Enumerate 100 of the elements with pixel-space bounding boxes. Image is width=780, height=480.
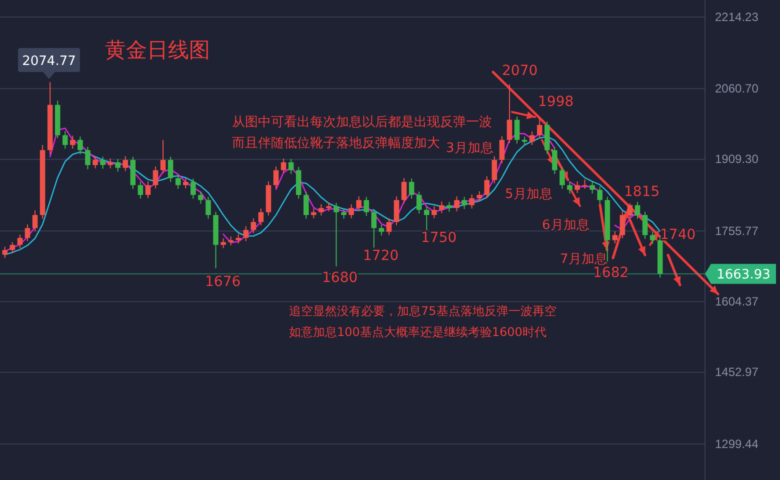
- candlestick: [288, 158, 294, 174]
- annotation: 1682: [593, 265, 629, 281]
- candlestick: [506, 84, 512, 144]
- candlestick: [650, 231, 656, 244]
- annotation: 1750: [421, 230, 457, 246]
- candlestick: [10, 242, 16, 254]
- annotation: 1720: [363, 248, 399, 264]
- candlestick: [243, 226, 249, 242]
- candlestick: [122, 156, 128, 172]
- annotation: 而且伴随低位靴子落地反弹幅度加大: [232, 135, 440, 151]
- candlestick: [416, 191, 422, 214]
- candlestick: [536, 117, 542, 139]
- candlestick: [334, 202, 339, 267]
- candlestick: [484, 176, 490, 199]
- y-tick-label: 2060.70: [715, 82, 759, 96]
- candlestick: [469, 194, 474, 209]
- candlestick: [620, 210, 626, 239]
- candlestick: [190, 178, 196, 200]
- candlestick: [183, 178, 188, 189]
- candlestick: [85, 146, 90, 170]
- candlestick: [108, 158, 113, 169]
- candlestick: [2, 246, 8, 258]
- y-tick-label: 1299.44: [715, 436, 759, 451]
- candlestick: [152, 166, 158, 189]
- candlestick: [70, 135, 76, 150]
- candlestick: [17, 234, 23, 249]
- candlestick: [567, 181, 572, 194]
- candlestick: [378, 224, 384, 236]
- candlestick: [273, 166, 279, 189]
- candlestick: [492, 156, 498, 184]
- candlestick: [574, 180, 580, 194]
- ref-line-label: 1663.93: [716, 267, 770, 282]
- candlestick: [499, 136, 505, 164]
- annotation: 1740: [660, 227, 696, 243]
- annotation: 2074.77: [22, 54, 76, 69]
- candlestick: [364, 196, 370, 216]
- annotation: 6月加息: [542, 218, 590, 233]
- candlestick: [318, 204, 324, 216]
- candlestick: [432, 206, 437, 219]
- annotation: 1676: [205, 274, 241, 290]
- annotation: 1998: [538, 94, 574, 110]
- candlestick: [356, 196, 362, 212]
- candlestick: [115, 158, 120, 172]
- candlestick: [552, 146, 558, 174]
- candlestick: [514, 116, 520, 144]
- candlestick: [250, 218, 256, 234]
- candlestick: [280, 158, 286, 174]
- candlestick: [462, 196, 467, 210]
- text: 黄金日线图: [105, 38, 210, 62]
- candlestick: [175, 174, 181, 190]
- candlestick: [311, 208, 316, 219]
- candlestick: [138, 181, 144, 200]
- candlestick: [206, 196, 211, 220]
- candlestick: [627, 202, 633, 219]
- candlestick: [582, 179, 588, 190]
- candlestick: [236, 234, 241, 244]
- candlestick: [454, 196, 460, 212]
- y-tick-label: 1755.77: [715, 224, 759, 238]
- y-tick-label: 1909.30: [715, 152, 759, 166]
- candlestick: [597, 186, 602, 204]
- y-tick-label: 1604.37: [715, 294, 759, 308]
- candlestick: [78, 136, 83, 155]
- annotation: 5月加息: [505, 187, 552, 202]
- candlestick: [634, 201, 640, 220]
- candlestick: [348, 204, 354, 219]
- candlestick: [32, 210, 38, 232]
- candlestick: [386, 218, 392, 236]
- y-tick-label: 1452.97: [715, 365, 759, 380]
- annotation: 从图中可看出每次加息以后都是出现反弹一波: [232, 115, 492, 130]
- y-tick-label: 2214.23: [715, 10, 759, 24]
- candlestick: [439, 200, 444, 214]
- candlestick: [408, 178, 414, 200]
- annotation: 1815: [624, 184, 660, 200]
- candlestick: [160, 139, 166, 174]
- candlestick: [401, 178, 407, 204]
- annotation: 追空显然没有必要，加息75基点落地反弹一波再空: [289, 304, 556, 318]
- annotation: 如意加息100基点大概率还是继续考验1600时代: [289, 325, 546, 339]
- candlestick: [612, 230, 618, 244]
- candlestick: [304, 191, 309, 220]
- candlestick: [590, 181, 595, 194]
- candlestick: [145, 180, 151, 199]
- candlestick: [100, 156, 106, 170]
- candlestick: [24, 224, 30, 242]
- annotation: 1680: [322, 270, 358, 286]
- annotation: 7月加息: [560, 252, 608, 267]
- candlestick: [168, 156, 174, 182]
- candlestick: [394, 196, 400, 226]
- annotation: 2070: [502, 63, 538, 79]
- candlestick: [476, 190, 482, 202]
- candlestick: [371, 208, 377, 248]
- candlestick: [560, 166, 565, 190]
- candlestick: [642, 211, 648, 240]
- annotation: 3月加息: [446, 141, 494, 156]
- candlestick: [341, 208, 346, 220]
- candlestick: [220, 238, 226, 249]
- candlestick: [92, 156, 98, 169]
- candlestick: [446, 201, 452, 212]
- candlestick: [62, 130, 68, 150]
- candlestick: [258, 208, 264, 226]
- candlestick: [529, 130, 535, 146]
